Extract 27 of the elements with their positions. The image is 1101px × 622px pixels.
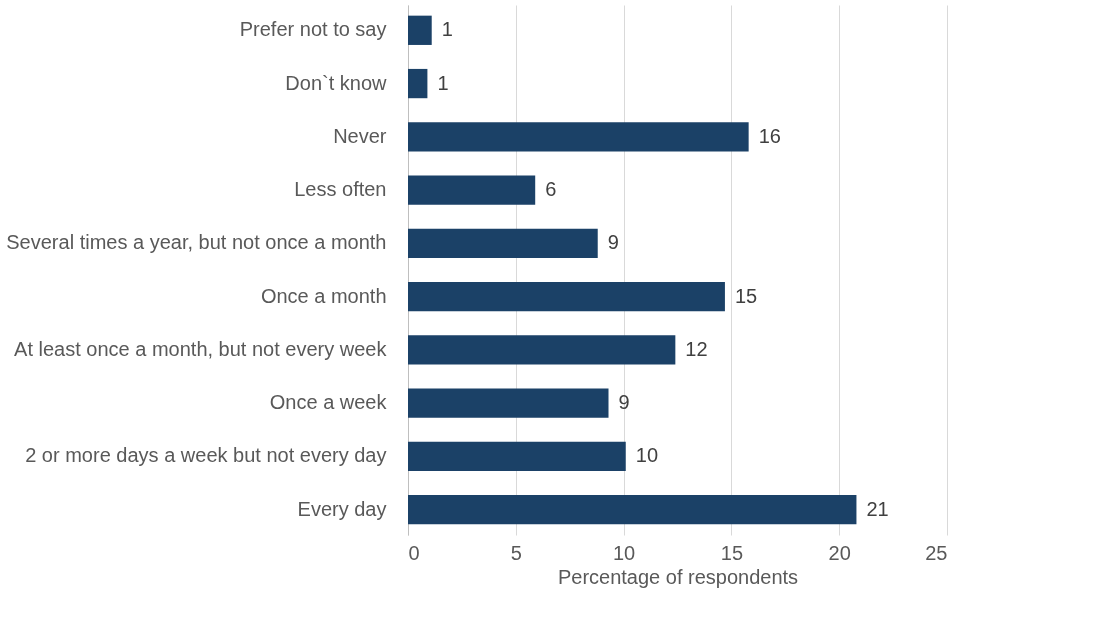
data-label: 12 [685, 337, 708, 360]
data-label: 9 [618, 391, 630, 414]
x-tick-label: 25 [925, 541, 948, 564]
data-label: 21 [866, 497, 889, 520]
data-label: 10 [635, 444, 659, 467]
x-tick-label: 15 [720, 541, 744, 564]
data-label: 16 [758, 124, 781, 147]
y-tick-label: At least once a month, but not every week [14, 337, 388, 360]
y-tick-label: Don`t know [285, 71, 388, 94]
y-tick-label: Once a week [269, 391, 388, 414]
x-axis-title: Percentage of respondents [557, 565, 799, 588]
y-tick-label: 2 or more days a week but not every day [25, 444, 387, 467]
y-tick-label: Never [333, 124, 387, 147]
data-label: 6 [545, 178, 557, 201]
y-tick-label: Once a month [260, 284, 387, 307]
data-label: 1 [437, 71, 449, 94]
data-label: 15 [734, 284, 758, 307]
data-label: 1 [441, 18, 453, 41]
y-tick-label: Several times a year, but not once a month [6, 231, 387, 254]
x-tick-label: 0 [408, 541, 420, 564]
x-tick-label: 5 [510, 541, 522, 564]
x-tick-label: 20 [828, 541, 851, 564]
data-label: 9 [607, 231, 619, 254]
y-tick-label: Less often [294, 178, 387, 201]
y-tick-label: Every day [297, 497, 387, 520]
x-tick-label: 10 [612, 541, 636, 564]
y-tick-label: Prefer not to say [239, 18, 387, 41]
